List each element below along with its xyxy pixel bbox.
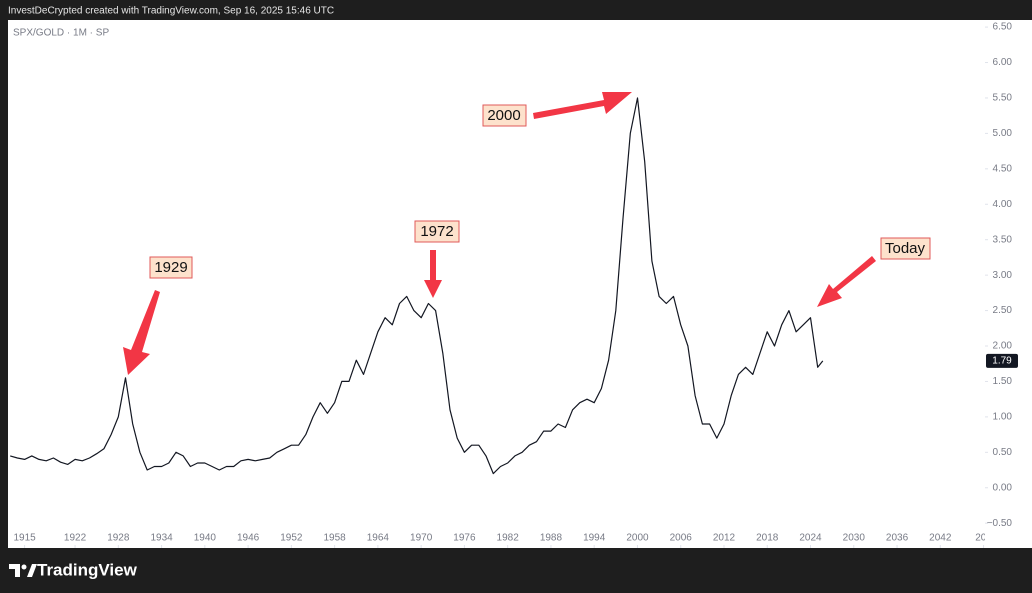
x-tick-label: 2036: [886, 533, 909, 544]
x-tick-label: 1928: [107, 533, 130, 544]
x-tick-label: 1946: [237, 533, 260, 544]
x-tick-label: 204: [975, 533, 992, 544]
y-tick-label: 2.50: [993, 305, 1013, 316]
annotation-label: 2000: [487, 107, 520, 124]
y-tick-label: 3.50: [993, 234, 1013, 245]
logo: [9, 564, 37, 577]
x-tick-label: 1976: [453, 533, 476, 544]
x-tick-label: 1964: [367, 533, 390, 544]
x-tick-label: 1952: [280, 533, 303, 544]
price-line: [10, 97, 824, 475]
x-tick-label: 2006: [670, 533, 693, 544]
y-tick-label: 2.00: [993, 341, 1013, 352]
y-tick-label: 5.50: [993, 93, 1013, 104]
y-tick-label: 3.00: [993, 270, 1013, 281]
x-tick-label: 2018: [756, 533, 779, 544]
plot-area: [8, 20, 1032, 548]
y-tick-label: 4.00: [993, 199, 1013, 210]
y-tick-label: −0.50: [987, 518, 1013, 529]
x-tick-label: 1988: [540, 533, 563, 544]
x-tick-label: 2012: [713, 533, 736, 544]
arrow: [817, 256, 876, 307]
symbol: SPX/GOLD · 1M · SP: [13, 28, 109, 39]
brand: TradingView: [37, 560, 138, 579]
y-tick-label: 4.50: [993, 163, 1013, 174]
y-tick-label: 1.50: [993, 376, 1013, 387]
x-tick-label: 1922: [64, 533, 87, 544]
header: InvestDeCrypted created with TradingView…: [8, 6, 334, 17]
x-tick-label: 1958: [324, 533, 347, 544]
x-tick-label: 1970: [410, 533, 433, 544]
arrow: [533, 92, 632, 119]
y-tick-label: 0.00: [993, 482, 1013, 493]
annotation-label: Today: [885, 240, 926, 257]
y-tick-label: 5.00: [993, 128, 1013, 139]
annotation: Today: [880, 237, 931, 260]
annotation-label: 1972: [420, 223, 453, 240]
x-tick-label: 1934: [150, 533, 173, 544]
last-price-label: 1.79: [992, 356, 1012, 367]
x-tick-label: 2042: [929, 533, 952, 544]
arrow: [424, 250, 442, 298]
x-tick-label: 2024: [799, 533, 822, 544]
annotation: 1972: [414, 220, 460, 243]
annotation: 1929: [149, 256, 193, 279]
y-tick-label: 0.50: [993, 447, 1013, 458]
arrow: [123, 290, 160, 375]
x-tick-label: 1940: [194, 533, 217, 544]
last-price-box: [986, 353, 1018, 368]
x-tick-label: 1994: [583, 533, 606, 544]
y-tick-label: 1.00: [993, 412, 1013, 423]
y-tick-label: 6.50: [993, 22, 1013, 33]
annotation-label: 1929: [154, 259, 187, 276]
y-tick-label: 6.00: [993, 57, 1013, 68]
x-tick-label: 1915: [13, 533, 36, 544]
annotation: 2000: [482, 104, 527, 127]
x-tick-label: 2000: [626, 533, 649, 544]
x-tick-label: 2030: [843, 533, 866, 544]
x-tick-label: 1982: [497, 533, 520, 544]
